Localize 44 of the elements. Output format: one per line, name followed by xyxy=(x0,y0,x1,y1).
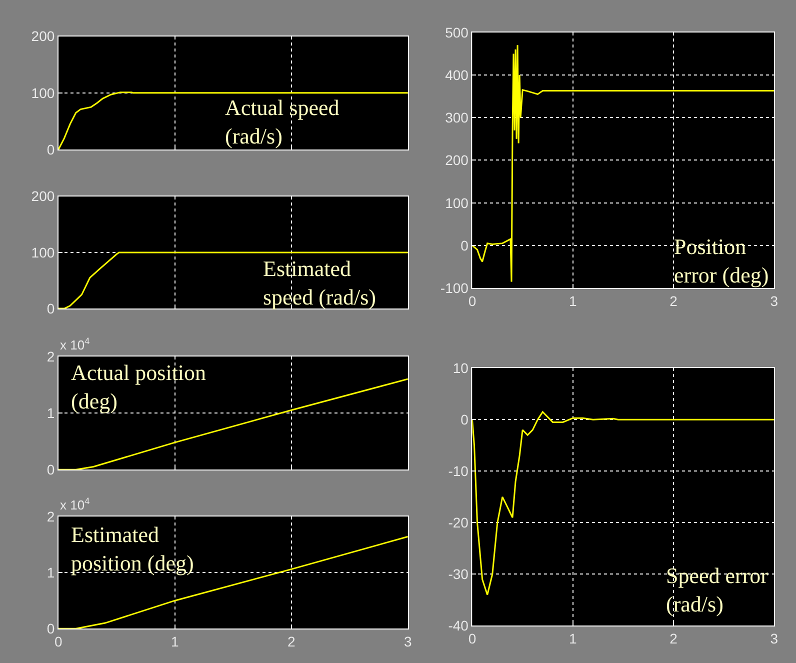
line-series xyxy=(58,92,408,150)
y-tick-label: 200 xyxy=(31,188,55,204)
annotation: Actual position (deg) xyxy=(71,360,206,414)
y-tick-label: -10 xyxy=(448,463,469,480)
y-tick-label: 100 xyxy=(31,84,55,101)
x-tick-label: 3 xyxy=(770,630,778,647)
x-tick-label: 2 xyxy=(670,292,678,309)
x-tick-label: 2 xyxy=(288,633,296,650)
line-series xyxy=(472,411,774,596)
x-tick-label: 1 xyxy=(568,292,577,309)
annotation: Actual speed (rad/s) xyxy=(225,95,340,149)
y-tick-label: -40 xyxy=(448,618,469,634)
annotation: Estimated position (deg) xyxy=(71,522,194,576)
y-tick-label: 0 xyxy=(46,141,55,158)
y-tick-label: 0 xyxy=(46,461,55,478)
y-tick-label: -100 xyxy=(440,280,469,296)
y-tick-label: 200 xyxy=(445,152,469,168)
annotation: Position error (deg) xyxy=(674,234,769,288)
y-tick-label: 0 xyxy=(46,620,55,637)
y-tick-label: 500 xyxy=(445,24,469,40)
x-tick-label: 1 xyxy=(568,630,577,647)
y-tick-label: 200 xyxy=(31,28,55,44)
x-tick-label: 1 xyxy=(171,633,180,650)
annotation: Estimated speed (rad/s) xyxy=(263,256,376,310)
y-tick-label: 1 xyxy=(46,404,55,421)
annotation: Speed error (rad/s) xyxy=(666,563,769,617)
y-tick-label: -20 xyxy=(448,514,469,531)
y-tick-label: 300 xyxy=(445,110,469,126)
y-tick-label: 2 xyxy=(46,508,55,524)
y-tick-label: 2 xyxy=(46,348,55,364)
text: x 10$^{4}$ xyxy=(60,496,90,512)
y-tick-label: 100 xyxy=(31,244,55,260)
y-tick-label: 0 xyxy=(460,237,469,254)
y-tick-label: 1 xyxy=(46,564,55,580)
x-tick-label: 2 xyxy=(670,630,678,647)
y-tick-label: -30 xyxy=(448,566,469,582)
x-tick-label: 3 xyxy=(404,633,412,650)
y-tick-label: 100 xyxy=(445,194,469,211)
line-series xyxy=(58,252,408,309)
y-tick-label: 0 xyxy=(460,412,469,428)
y-tick-label: 400 xyxy=(445,66,469,83)
y-tick-label: 10 xyxy=(452,360,469,376)
text: x 10$^{4}$ xyxy=(60,336,90,352)
x-tick-label: 3 xyxy=(770,292,778,309)
